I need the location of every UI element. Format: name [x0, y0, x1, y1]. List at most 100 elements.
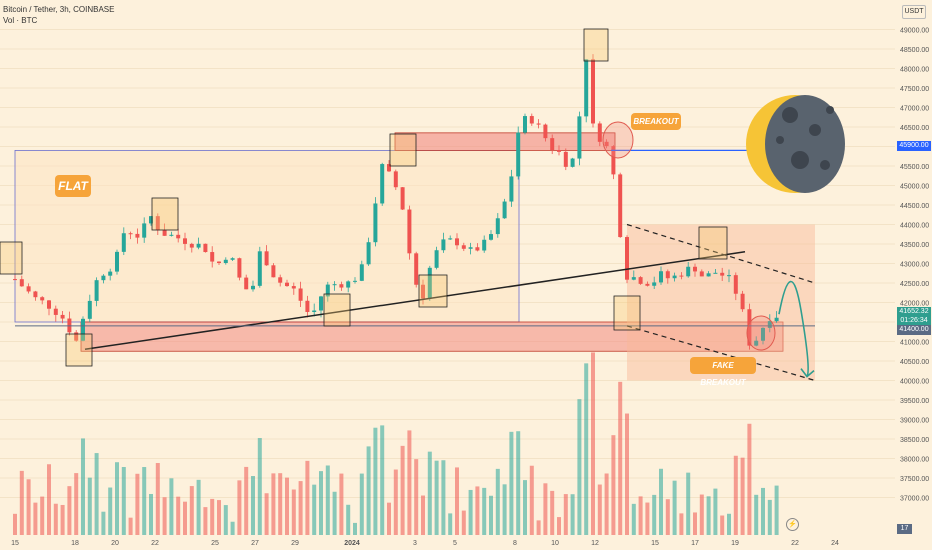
candle-body	[176, 234, 181, 239]
candle-body	[482, 239, 487, 251]
volume-bar	[128, 517, 133, 535]
resistance-price-label: 45900.00	[897, 141, 931, 151]
volume-bar	[380, 425, 385, 535]
volume-bar	[196, 479, 201, 535]
volume-bar	[543, 483, 548, 535]
candle-body	[271, 265, 276, 278]
volume-bar	[441, 460, 446, 535]
volume-bar	[81, 438, 85, 535]
candle-body	[203, 243, 208, 253]
candle-body	[13, 279, 17, 281]
highlight-box	[698, 226, 728, 260]
candle-body	[346, 281, 351, 288]
highlight-box	[0, 241, 23, 275]
volume-bar	[727, 513, 731, 535]
breakout-circle	[602, 121, 634, 159]
candle-body	[319, 296, 323, 311]
volume-bar	[659, 468, 663, 535]
volume-bar	[550, 490, 555, 535]
candle-body	[468, 247, 473, 249]
candle-body	[563, 151, 568, 167]
volume-bar	[686, 472, 691, 535]
candle-body	[754, 340, 759, 346]
volume-legend[interactable]: Vol · BTC	[3, 16, 38, 25]
moon-crater	[826, 106, 834, 114]
candle-body	[502, 201, 507, 219]
candle-body	[767, 321, 772, 328]
candle-body	[155, 216, 160, 231]
volume-bar	[237, 480, 242, 535]
candle-body	[353, 280, 357, 282]
volume-bar	[53, 503, 58, 535]
price-tick-label: 39000.00	[900, 418, 929, 425]
volume-bar	[162, 497, 167, 535]
volume-bar	[339, 473, 344, 535]
volume-bar	[135, 473, 140, 535]
volume-bar	[312, 484, 317, 535]
volume-bar	[421, 495, 425, 535]
time-tick-label: 3	[413, 540, 417, 547]
candle-body	[366, 242, 371, 265]
candle-body	[489, 234, 493, 240]
highlight-box	[151, 197, 179, 231]
volume-bar	[625, 413, 629, 535]
moon-crater	[820, 160, 830, 170]
drawn-lines	[15, 149, 816, 382]
volume-bar	[149, 493, 153, 535]
volume-bar	[251, 476, 255, 535]
volume-bar	[264, 493, 269, 535]
fake-breakout-label: FAKE BREAKOUT	[690, 357, 756, 387]
volume-bar	[189, 486, 194, 535]
highlight-box	[323, 293, 351, 327]
candle-body	[543, 124, 548, 139]
volume-bar	[740, 457, 745, 535]
price-tick-label: 43500.00	[900, 242, 929, 249]
volume-bar	[468, 489, 473, 535]
volume-bar	[529, 465, 534, 535]
candle-body	[387, 164, 391, 172]
volume-bar	[570, 494, 575, 535]
resistance_zone-zone	[394, 132, 616, 151]
price-tick-label: 41000.00	[900, 340, 929, 347]
currency-button[interactable]: USDT	[902, 5, 926, 19]
volume-bar	[591, 352, 595, 535]
candle-body	[278, 277, 283, 283]
volume-bar	[305, 460, 310, 535]
candle-body	[441, 239, 446, 251]
volume-bar	[774, 485, 779, 535]
candle-body	[461, 245, 466, 249]
candle-body	[210, 252, 215, 262]
price-tick-label: 40000.00	[900, 379, 929, 386]
candle-body	[162, 230, 167, 236]
volume-bar	[101, 511, 106, 535]
volume-bar	[60, 504, 65, 535]
candle-body	[81, 318, 85, 341]
moon-crater	[791, 151, 809, 169]
moon-icon	[746, 95, 845, 193]
lightning-icon[interactable]: ⚡	[786, 518, 799, 531]
volume-bar	[461, 510, 466, 535]
candle-body	[448, 238, 453, 240]
highlight-boxes	[0, 28, 776, 367]
volume-bar	[13, 513, 17, 535]
indicator-counter[interactable]: 17	[897, 524, 912, 534]
candle-body	[169, 234, 174, 236]
volume-bar	[733, 455, 738, 535]
volume-bar	[652, 494, 657, 535]
price-axis-bg	[896, 0, 932, 550]
price-axis: 40000.0040500.0041000.0041500.0042000.00…	[896, 0, 932, 550]
volume-bar	[94, 453, 99, 535]
volume-bar	[638, 496, 643, 535]
candle-body	[509, 176, 514, 202]
candle-body	[257, 251, 262, 286]
symbol-title[interactable]: Bitcoin / Tether, 3h, COINBASE	[3, 5, 115, 14]
candle-body	[298, 288, 303, 301]
candle-body	[706, 273, 711, 277]
volume-bars	[13, 352, 779, 535]
volume-bar	[298, 481, 303, 535]
candle-body	[618, 174, 623, 238]
candle-body	[149, 216, 153, 224]
volume-bar	[455, 467, 459, 535]
